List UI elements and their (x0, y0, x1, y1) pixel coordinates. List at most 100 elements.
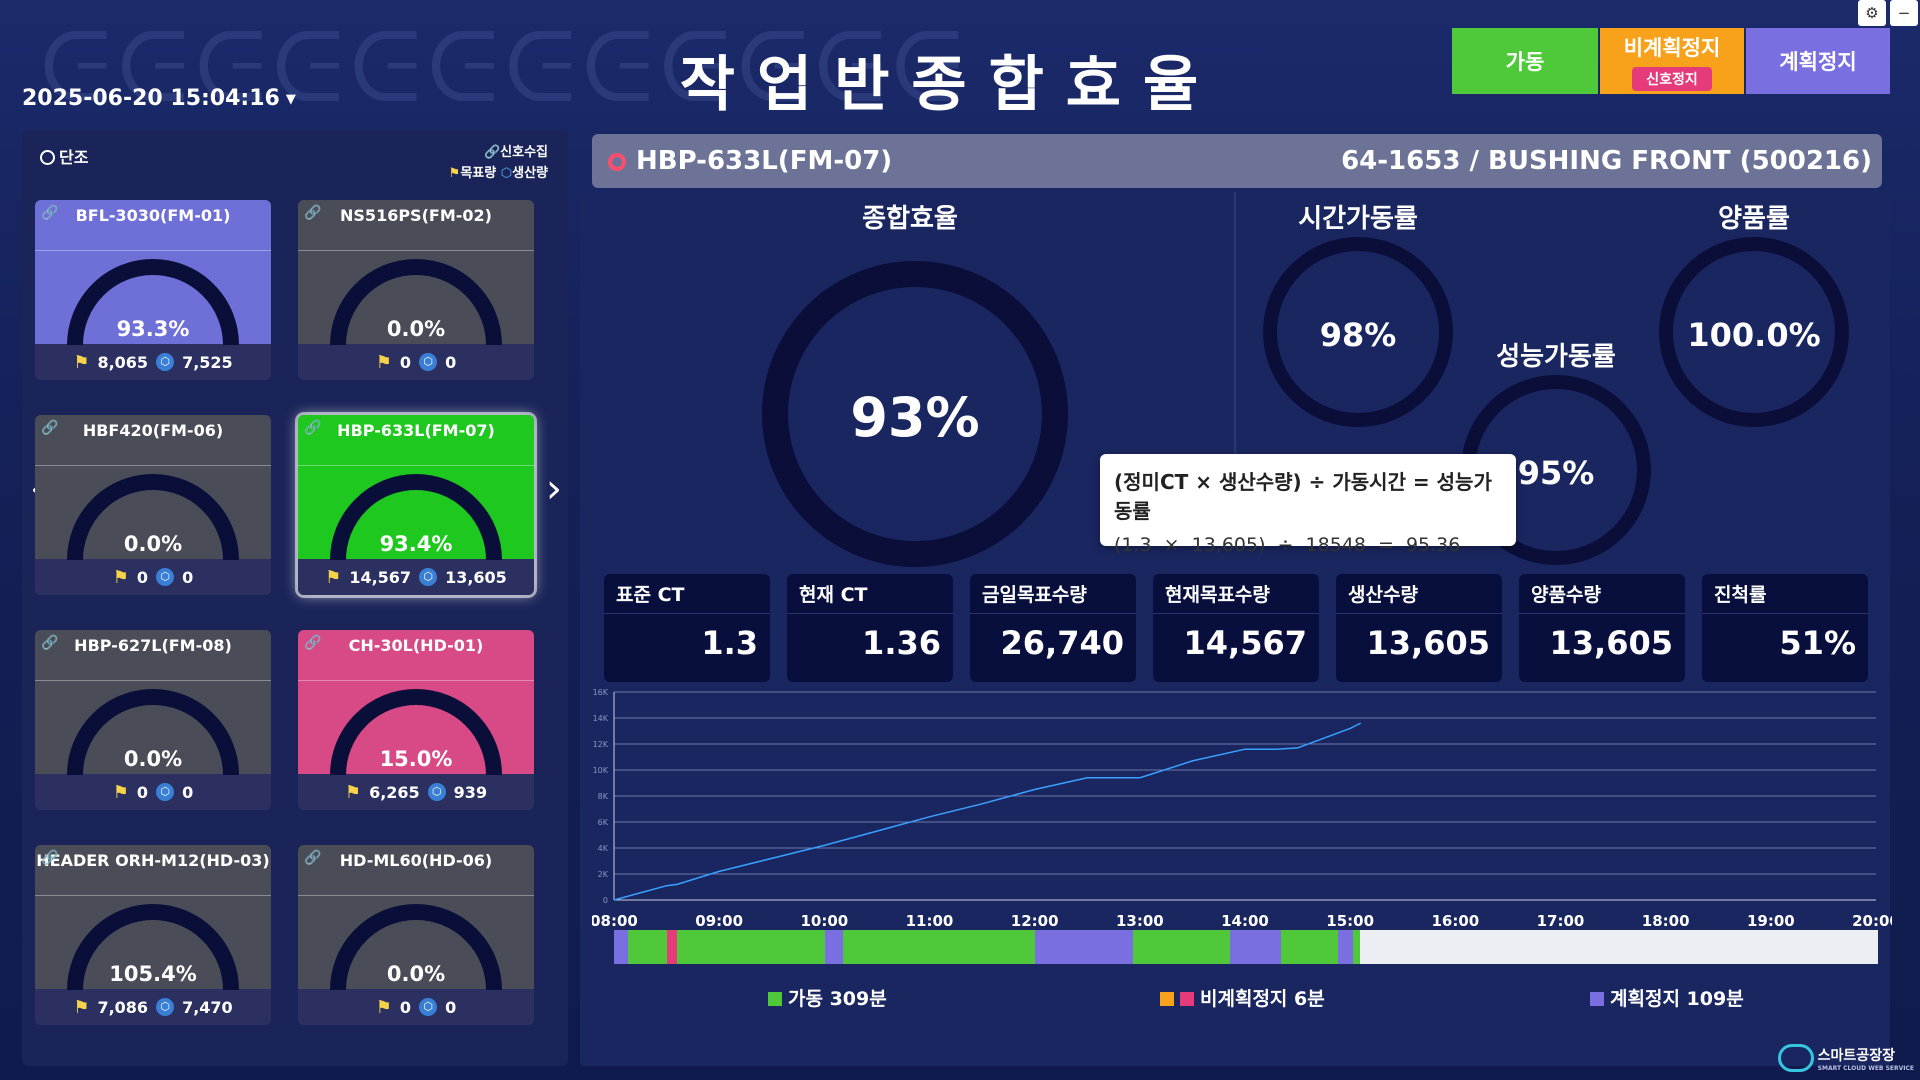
target-count: 6,265 (369, 782, 420, 802)
status-button-planned-stop[interactable]: 계획정지 (1746, 28, 1890, 94)
cube-icon: ⬡ (419, 568, 438, 586)
x-tick-label: 08:00 (592, 912, 638, 930)
machine-name: HEADER ORH-M12(HD-03) (36, 851, 270, 870)
machine-gauge (67, 474, 239, 560)
cube-icon: ⬡ (419, 998, 438, 1016)
legend-swatch (1590, 992, 1604, 1006)
machine-card-header: 🔗 HBP-633L(FM-07) (298, 415, 534, 465)
machine-card[interactable]: 🔗 HBP-633L(FM-07) 93.4% ⚑ 14,567 ⬡ 13,605 (298, 415, 534, 595)
machine-gauge (67, 259, 239, 345)
machine-percent: 93.3% (116, 317, 190, 341)
kpi-label: 양품수량 (1519, 574, 1685, 614)
machine-card[interactable]: 🔗 BFL-3030(FM-01) 93.3% ⚑ 8,065 ⬡ 7,525 (35, 200, 271, 380)
timeline-segment-run (1280, 930, 1338, 964)
x-tick-label: 13:00 (1116, 912, 1164, 930)
y-tick-label: 4K (598, 844, 609, 853)
kpi-label: 진척률 (1702, 574, 1868, 614)
kpi-label: 표준 CT (604, 574, 770, 614)
machine-card[interactable]: 🔗 NS516PS(FM-02) 0.0% ⚑ 0 ⬡ 0 (298, 200, 534, 380)
legend-swatch (1180, 992, 1194, 1006)
status-timeline (614, 930, 1878, 964)
datetime-selector[interactable]: 2025-06-20 15:04:16 ▼ (22, 86, 296, 111)
y-tick-label: 2K (598, 870, 609, 879)
cube-icon: ⬡ (156, 568, 175, 586)
machine-card[interactable]: 🔗 CH-30L(HD-01) 15.0% ⚑ 6,265 ⬡ 939 (298, 630, 534, 810)
brand-tagline: SMART CLOUD WEB SERVICE (1817, 1064, 1914, 1072)
timeline-segment-planned (1230, 930, 1281, 964)
machine-counts: ⚑ 0 ⬡ 0 (35, 559, 271, 595)
legend: 🔗신호수집 ⚑목표량 ⬡생산량 (449, 142, 548, 184)
kpi-card: 표준 CT 1.3 (604, 574, 770, 682)
machine-header-bar: HBP-633L(FM-07) 64-1653 / BUSHING FRONT … (592, 134, 1882, 188)
machine-gauge (67, 689, 239, 775)
timeline-segment-run (842, 930, 1036, 964)
machine-card-header: 🔗 HBP-627L(FM-08) (35, 630, 271, 680)
produced-count: 7,470 (182, 997, 233, 1017)
machine-card-header: 🔗 NS516PS(FM-02) (298, 200, 534, 250)
production-series-line (613, 722, 1362, 901)
link-icon: 🔗 (304, 850, 322, 866)
machine-gauge-area: 0.0% (35, 680, 271, 775)
machine-percent: 0.0% (386, 962, 446, 986)
machine-name: HD-ML60(HD-06) (339, 851, 493, 870)
timeline-segment-planned (1337, 930, 1354, 964)
machine-card-header: 🔗 HBF420(FM-06) (35, 415, 271, 465)
x-tick-label: 18:00 (1642, 912, 1690, 930)
flag-icon: ⚑ (112, 566, 129, 588)
link-icon: 🔗 (41, 635, 59, 651)
target-count: 0 (136, 567, 149, 587)
divider (1234, 192, 1236, 472)
legend-unplanned: 비계획정지 6분 (1160, 984, 1325, 1011)
kpi-value: 1.3 (701, 624, 758, 662)
machine-name: BFL-3030(FM-01) (75, 206, 231, 225)
kpi-label: 현재 CT (787, 574, 953, 614)
machine-card[interactable]: 🔗 HBF420(FM-06) 0.0% ⚑ 0 ⬡ 0 (35, 415, 271, 595)
timeline-segment-unplanned (666, 930, 678, 964)
gauge-track (330, 474, 502, 560)
timeline-segment-run (677, 930, 825, 964)
next-arrow-icon[interactable]: › (546, 466, 562, 512)
machine-counts: ⚑ 0 ⬡ 0 (35, 774, 271, 810)
kpi-value: 13,605 (1549, 624, 1673, 662)
filter-label[interactable]: 단조 (40, 144, 88, 168)
machine-card[interactable]: 🔗 HBP-627L(FM-08) 0.0% ⚑ 0 ⬡ 0 (35, 630, 271, 810)
gauge-track (67, 689, 239, 775)
cube-icon: ⬡ (500, 166, 513, 181)
machine-gauge (330, 259, 502, 345)
status-label-planned: 계획정지 (1779, 50, 1857, 74)
cube-icon: ⬡ (419, 353, 438, 371)
y-tick-label: 8K (598, 792, 609, 801)
machine-card[interactable]: 🔗 HD-ML60(HD-06) 0.0% ⚑ 0 ⬡ 0 (298, 845, 534, 1025)
settings-icon[interactable]: ⚙ (1858, 0, 1886, 26)
performance-value: 95% (1517, 454, 1595, 492)
cube-icon: ⬡ (156, 998, 175, 1016)
machine-card-header: 🔗 BFL-3030(FM-01) (35, 200, 271, 250)
legend-swatch (768, 992, 782, 1006)
x-tick-label: 17:00 (1537, 912, 1585, 930)
y-tick-label: 12K (593, 740, 609, 749)
machine-counts: ⚑ 8,065 ⬡ 7,525 (35, 344, 271, 380)
minimize-icon[interactable]: − (1890, 0, 1918, 26)
status-button-unplanned-stop[interactable]: 비계획정지 신호정지 (1600, 28, 1744, 94)
target-count: 8,065 (97, 352, 149, 372)
selected-machine-name: HBP-633L(FM-07) (636, 146, 893, 176)
machine-percent: 15.0% (379, 747, 453, 771)
gauge-track (330, 904, 502, 990)
machine-card[interactable]: 🔗 HEADER ORH-M12(HD-03) 105.4% ⚑ 7,086 ⬡ 7,470 (35, 845, 271, 1025)
machine-gauge-area: 93.4% (298, 465, 534, 560)
legend-unplanned-text: 비계획정지 6분 (1200, 988, 1325, 1010)
timeline-segment-planned (614, 930, 628, 964)
x-tick-label: 15:00 (1326, 912, 1374, 930)
datetime-text: 2025-06-20 15:04:16 (22, 86, 280, 111)
target-count: 7,086 (97, 997, 149, 1017)
target-count: 0 (399, 997, 412, 1017)
kpi-value: 26,740 (1000, 624, 1124, 662)
brand-name: 스마트공장장 (1817, 1047, 1895, 1064)
machine-counts: ⚑ 6,265 ⬡ 939 (298, 774, 534, 810)
kpi-value: 13,605 (1366, 624, 1490, 662)
status-button-running[interactable]: 가동 (1452, 28, 1598, 94)
legend-target: 목표량 (460, 166, 497, 181)
production-line-chart: 0 2K 4K 6K 8K 10K 12K 14K 16K 08:00 09:00 10:00 11:0… (592, 688, 1892, 930)
y-tick-label: 14K (593, 714, 609, 723)
kpi-card: 현재 CT 1.36 (787, 574, 953, 682)
